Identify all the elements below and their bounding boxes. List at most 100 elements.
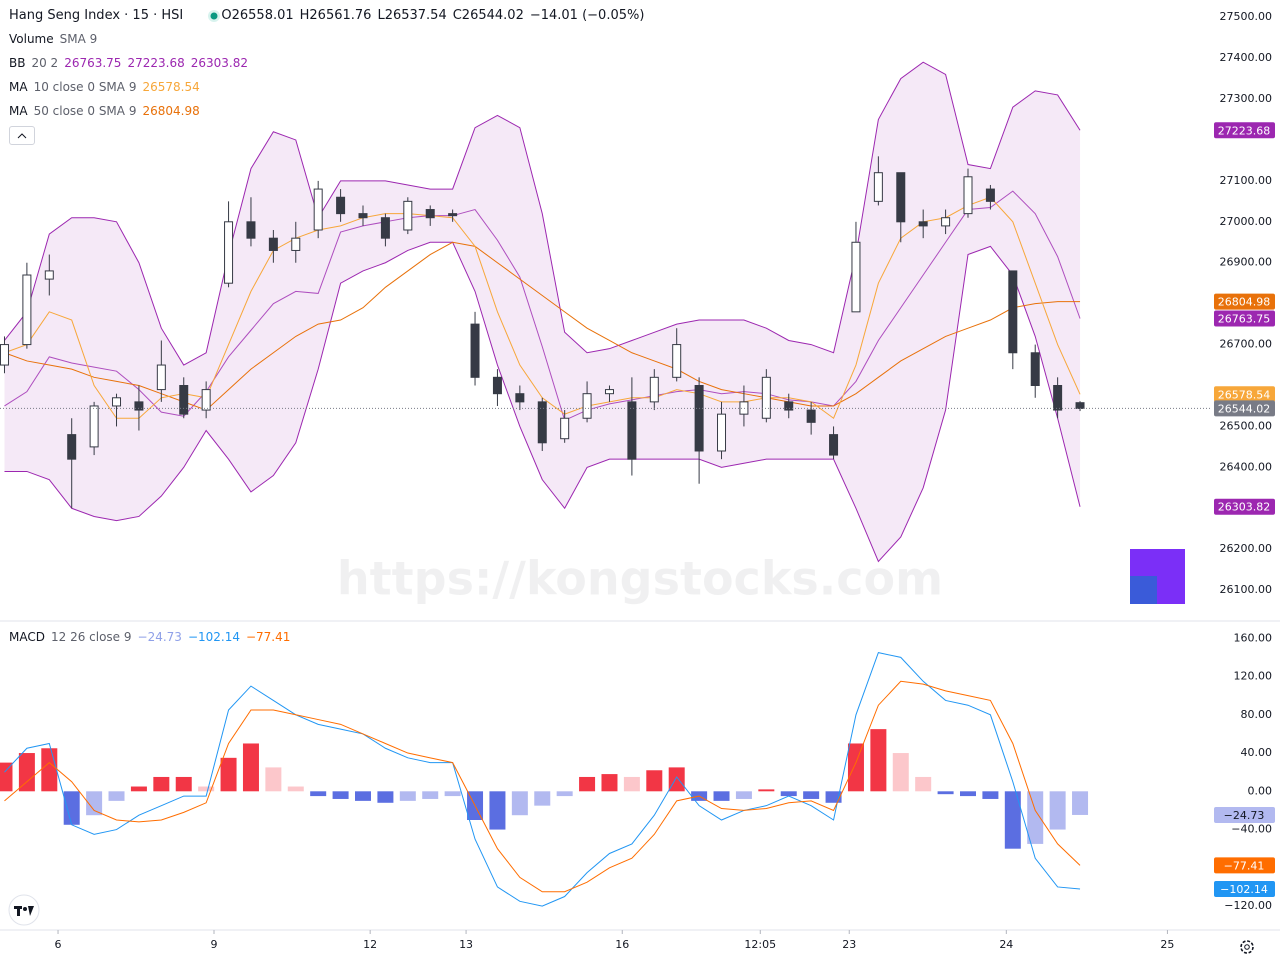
price-tag: 26544.02	[1214, 400, 1275, 417]
histogram-bar	[1027, 791, 1044, 844]
candle-body	[403, 200, 413, 231]
candle-body	[537, 401, 547, 444]
candle-body	[1053, 385, 1063, 411]
candle-body	[425, 209, 435, 219]
logo[interactable]	[1130, 549, 1185, 604]
histogram-bar	[0, 762, 13, 792]
ma10-legend[interactable]: MA 10 close 0 SMA 9 26578.54	[9, 80, 206, 94]
histogram-bar	[870, 729, 887, 792]
price-tag-box	[1214, 386, 1275, 403]
ohlc: L26537.54	[377, 8, 447, 23]
histogram-bar	[422, 791, 439, 799]
legend-params: 10 close 0 SMA 9	[33, 80, 137, 94]
price-tag-label: 27223.68	[1218, 124, 1271, 137]
histogram-bar	[579, 776, 596, 792]
legend-params: 50 close 0 SMA 9	[33, 104, 137, 118]
histogram-bar	[780, 791, 797, 797]
histogram-bar	[153, 776, 170, 792]
bb-lower	[4, 241, 1081, 563]
candle-body	[156, 364, 166, 391]
price-tag-label: −102.14	[1220, 883, 1268, 896]
candle-body	[806, 409, 816, 423]
histogram-bar	[982, 791, 999, 799]
candle-body	[694, 385, 704, 452]
price-tag: −24.73	[1214, 806, 1275, 823]
y-tick-label: 40.00	[1241, 746, 1273, 759]
y-tick-label: 80.00	[1241, 708, 1273, 721]
histogram-bar	[310, 791, 327, 797]
candle-body	[873, 172, 883, 202]
ohlc-change: −14.01 (−0.05%)	[529, 8, 645, 23]
price-tag-label: 26544.02	[1218, 402, 1271, 415]
candle-body	[313, 188, 323, 231]
candle-body	[224, 221, 234, 284]
y-tick-label: 120.00	[1234, 670, 1273, 683]
histogram-bar	[915, 776, 932, 792]
chevron	[17, 133, 27, 139]
histogram-bar	[108, 791, 125, 801]
price-tag-box	[1214, 122, 1275, 139]
legend-value: −24.73	[137, 630, 182, 644]
price-tag-label: −24.73	[1224, 809, 1265, 822]
logo-part	[1130, 576, 1157, 604]
legend-value: −102.14	[187, 630, 240, 644]
candle-body	[134, 401, 144, 411]
bb-legend[interactable]: BB 20 2 26763.75 27223.68 26303.82	[9, 56, 254, 70]
x-tick-label: 23	[842, 938, 856, 951]
histogram-bar	[399, 791, 416, 801]
legend-name: MA	[9, 80, 28, 94]
candle-body	[67, 434, 77, 460]
legend-name: MA	[9, 104, 28, 118]
gear	[1240, 940, 1254, 954]
ohlc: O26558.01	[221, 8, 294, 23]
candle-body	[761, 376, 771, 419]
price-tag-label: 26578.54	[1218, 388, 1271, 401]
histogram-bar	[960, 791, 976, 797]
candle-body	[672, 344, 682, 378]
histogram-bar	[18, 753, 35, 792]
price-tag-box	[1214, 400, 1275, 417]
tv-logo[interactable]	[8, 894, 40, 926]
histogram-bar	[847, 743, 864, 792]
histogram-bar	[1072, 791, 1089, 815]
price-tag-label: 26303.82	[1218, 501, 1271, 514]
histogram-bar	[265, 767, 282, 792]
candle-body	[829, 434, 839, 456]
y-tick-label: 26700.00	[1220, 338, 1273, 351]
bb-upper	[4, 61, 1081, 366]
y-tick-label: 26100.00	[1220, 583, 1273, 596]
status-dot	[210, 12, 218, 20]
histogram-bar	[511, 791, 528, 816]
macd-legend[interactable]: MACD 12 26 close 9 −24.73 −102.14 −77.41	[9, 630, 296, 644]
candle-body	[268, 237, 278, 251]
gear-hub	[1244, 944, 1250, 950]
ma50-legend[interactable]: MA 50 close 0 SMA 9 26804.98	[9, 104, 206, 118]
histogram-bar	[355, 791, 371, 801]
price-tag-box	[1214, 498, 1275, 515]
histogram-bar	[1004, 791, 1021, 849]
settings-icon[interactable]	[1240, 940, 1254, 954]
chart-title: Hang Seng Index · 15 · HSI	[9, 8, 184, 23]
x-tick-label: 12:05	[744, 938, 776, 951]
price-tag: 27223.68	[1214, 122, 1275, 139]
candle-body	[1030, 352, 1040, 387]
volume-legend[interactable]: Volume SMA 9	[9, 32, 103, 46]
candle-body	[896, 172, 906, 223]
candle-body	[380, 217, 390, 239]
histogram-bar	[1049, 791, 1066, 830]
histogram-bar	[556, 791, 573, 797]
histogram-bar	[713, 791, 730, 801]
collapse-button[interactable]	[9, 126, 35, 145]
histogram-bar	[601, 774, 618, 792]
y-tick-label: 26200.00	[1220, 542, 1273, 555]
x-tick-label: 24	[999, 938, 1013, 951]
y-tick-label: −120.00	[1224, 899, 1272, 912]
ohlc: C26544.02	[452, 8, 524, 23]
legend-name: MACD	[9, 630, 45, 644]
price-tag-label: 26763.75	[1218, 312, 1271, 325]
histogram-bar	[803, 791, 820, 799]
candle-body	[941, 217, 951, 227]
price-tag-box	[1214, 857, 1275, 874]
histogram-bar	[623, 776, 640, 792]
x-tick-label: 16	[615, 938, 629, 951]
